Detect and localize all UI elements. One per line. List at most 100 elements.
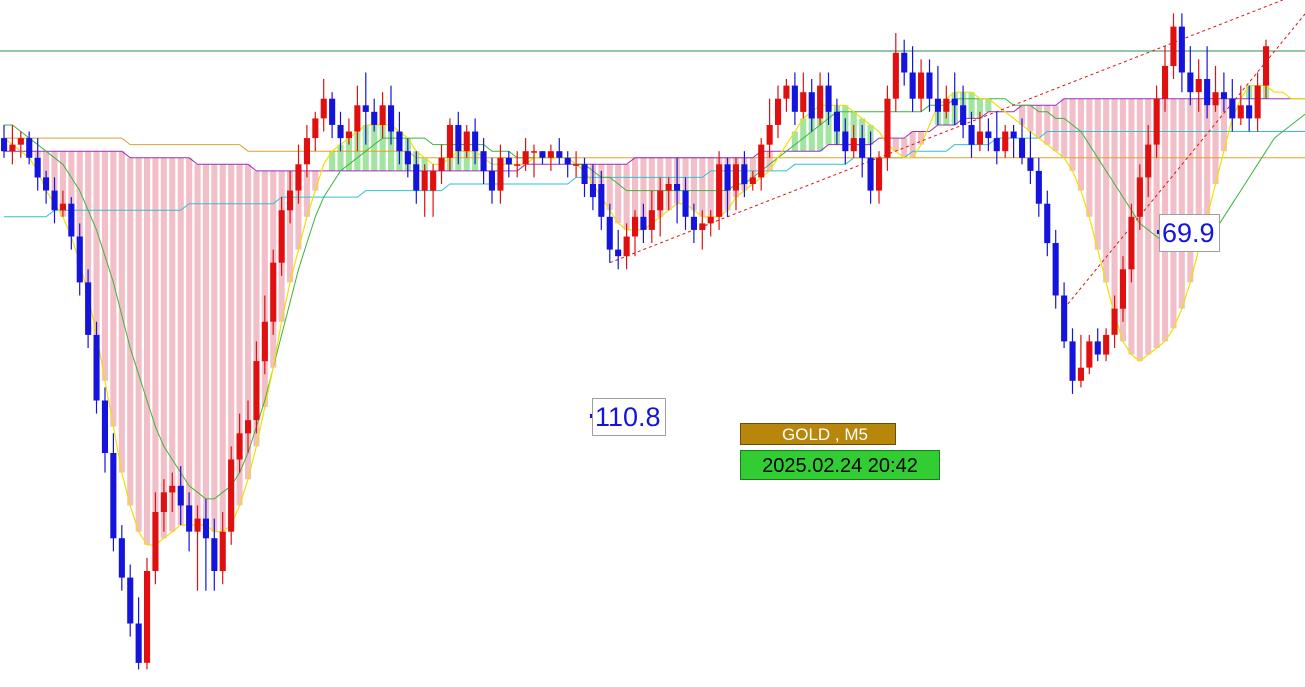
histogram-bar [312, 170, 319, 191]
candle-up [1162, 65, 1169, 99]
candle-up [783, 85, 790, 99]
candle-up [699, 223, 706, 230]
candle-down [724, 164, 731, 191]
candle-down [1069, 341, 1076, 381]
histogram-bar [152, 157, 159, 545]
candle-down [808, 92, 815, 119]
candle-up [1237, 105, 1244, 119]
candle-down [455, 125, 462, 152]
candle-up [1002, 131, 1009, 152]
histogram-bar [337, 144, 344, 171]
candle-up [160, 492, 167, 512]
histogram-bar [707, 157, 714, 217]
candle-up [354, 105, 361, 132]
candle-up [59, 203, 66, 211]
candle-up [1254, 85, 1261, 119]
candle-up [623, 236, 630, 257]
candle-down [101, 400, 108, 453]
histogram-bar [918, 131, 925, 145]
candle-up [918, 72, 925, 99]
candle-down [472, 131, 479, 152]
histogram-bar [606, 164, 613, 211]
candle-down [177, 485, 184, 506]
candle-down [825, 85, 832, 112]
candle-down [480, 151, 487, 171]
candle-up [976, 131, 983, 145]
ma-slow1-line [4, 98, 1305, 172]
histogram-bar [1187, 98, 1194, 283]
candle-down [43, 177, 50, 191]
candle-down [362, 105, 369, 112]
candle-down [1220, 92, 1227, 99]
candle-up [9, 144, 16, 152]
histogram-bar [388, 125, 395, 171]
histogram-bar [228, 164, 235, 526]
candle-down [1027, 157, 1034, 171]
histogram-bar [1077, 98, 1084, 191]
candle-down [85, 282, 92, 335]
candle-up [497, 157, 504, 191]
candle-down [1052, 243, 1059, 296]
histogram-bar [1103, 98, 1110, 283]
histogram-bar [791, 131, 798, 152]
candle-up [665, 184, 672, 191]
histogram-bar [892, 138, 899, 152]
candle-up [707, 216, 714, 224]
candle-down [842, 131, 849, 152]
candle-down [968, 125, 975, 145]
histogram-bars [1, 85, 1270, 545]
candle-down [26, 138, 33, 158]
histogram-bar [1061, 98, 1068, 158]
time-label: 2025.02.24 20:42 [740, 450, 940, 480]
candle-up [169, 485, 176, 493]
candle-down [1019, 138, 1026, 158]
value-box-right: 69.9 [1159, 214, 1220, 252]
candle-down [135, 623, 142, 663]
histogram-bar [766, 151, 773, 171]
candle-up [817, 85, 824, 119]
candle-down [1010, 131, 1017, 139]
candle-up [1103, 334, 1110, 355]
candle-down [1229, 98, 1236, 119]
candle-up [1119, 269, 1126, 309]
candle-up [463, 131, 470, 152]
candle-down [127, 577, 134, 624]
candle-down [833, 111, 840, 132]
candle-up [522, 151, 529, 165]
histogram-bar [800, 118, 807, 152]
candle-up [219, 531, 226, 572]
histogram-bar [93, 151, 100, 335]
candle-down [337, 125, 344, 139]
candle-down [1035, 170, 1042, 204]
candle-down [68, 203, 75, 237]
histogram-bar [1145, 98, 1152, 355]
candle-down [791, 85, 798, 112]
histogram-bar [1111, 98, 1118, 316]
histogram-bar [76, 151, 83, 263]
candle-up [144, 571, 151, 663]
candle-down [396, 131, 403, 152]
candle-down [985, 131, 992, 139]
histogram-bar [295, 170, 302, 250]
candle-down [926, 72, 933, 99]
histogram-bar [615, 164, 622, 224]
candles [1, 13, 1270, 670]
candle-up [438, 157, 445, 171]
candle-down [909, 72, 916, 99]
candle-up [632, 216, 639, 237]
candle-up [573, 164, 580, 166]
histogram-bar [101, 151, 108, 381]
candle-down [589, 184, 596, 198]
candle-up [1263, 46, 1270, 86]
candle-up [732, 164, 739, 191]
candle-up [943, 98, 950, 112]
histogram-bar [85, 151, 92, 296]
candle-down [606, 216, 613, 250]
histogram-bar [699, 157, 706, 217]
candle-down [581, 164, 588, 184]
value-label-left: 110.8 [595, 402, 661, 432]
symbol-label: GOLD , M5 [740, 423, 896, 445]
histogram-bar [690, 157, 697, 211]
